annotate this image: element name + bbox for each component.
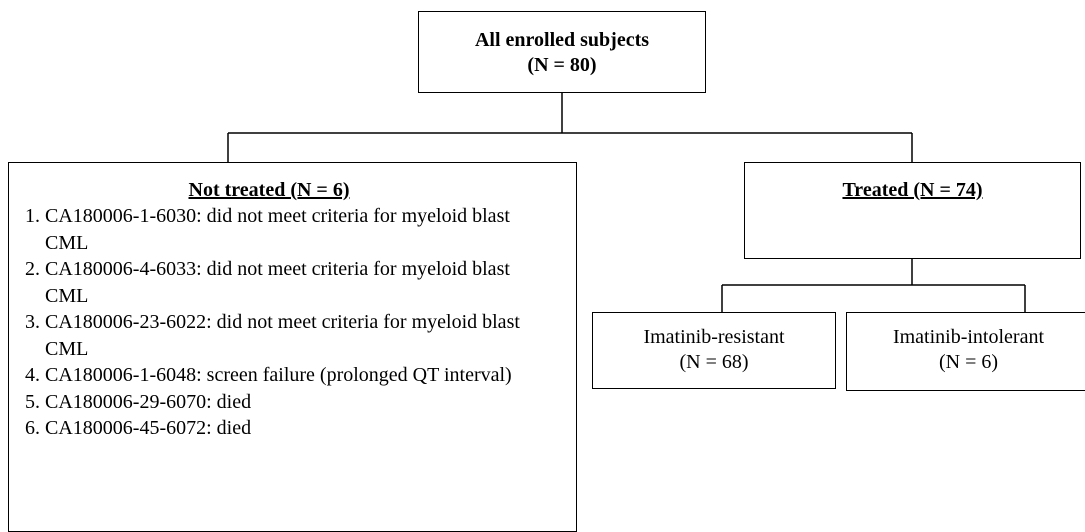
enrolled-box: All enrolled subjects (N = 80) bbox=[418, 11, 706, 93]
connectors bbox=[227, 92, 1026, 312]
treated-box: Treated (N = 74) bbox=[744, 162, 1081, 259]
exclusion-list: CA180006-1-6030: did not meet criteria f… bbox=[9, 203, 555, 442]
intolerant-box: Imatinib-intolerant (N = 6) bbox=[846, 312, 1085, 391]
intolerant-label: Imatinib-intolerant bbox=[892, 326, 1045, 348]
intolerant-count: (N = 6) bbox=[938, 351, 999, 373]
enrolled-label: All enrolled subjects bbox=[474, 29, 650, 51]
not-treated-heading: Not treated (N = 6) bbox=[9, 178, 529, 203]
treated-heading: Treated (N = 74) bbox=[745, 178, 1080, 203]
resistant-label: Imatinib-resistant bbox=[643, 326, 785, 348]
exclusion-item: CA180006-1-6030: did not meet criteria f… bbox=[45, 203, 555, 256]
exclusion-item: CA180006-45-6072: died bbox=[45, 415, 555, 442]
enrolled-count: (N = 80) bbox=[527, 54, 597, 76]
resistant-box: Imatinib-resistant (N = 68) bbox=[592, 312, 836, 389]
exclusion-item: CA180006-23-6022: did not meet criteria … bbox=[45, 309, 555, 362]
heading-text: Not treated (N = 6) bbox=[188, 179, 350, 201]
page: All enrolled subjects (N = 80) Not treat… bbox=[0, 0, 1085, 512]
exclusion-item: CA180006-1-6048: screen failure (prolong… bbox=[45, 362, 555, 389]
exclusion-item: CA180006-29-6070: died bbox=[45, 389, 555, 416]
not-treated-box: Not treated (N = 6) CA180006-1-6030: did… bbox=[8, 162, 577, 532]
exclusion-item: CA180006-4-6033: did not meet criteria f… bbox=[45, 256, 555, 309]
heading-text: Treated (N = 74) bbox=[842, 179, 983, 201]
resistant-count: (N = 68) bbox=[679, 351, 749, 373]
